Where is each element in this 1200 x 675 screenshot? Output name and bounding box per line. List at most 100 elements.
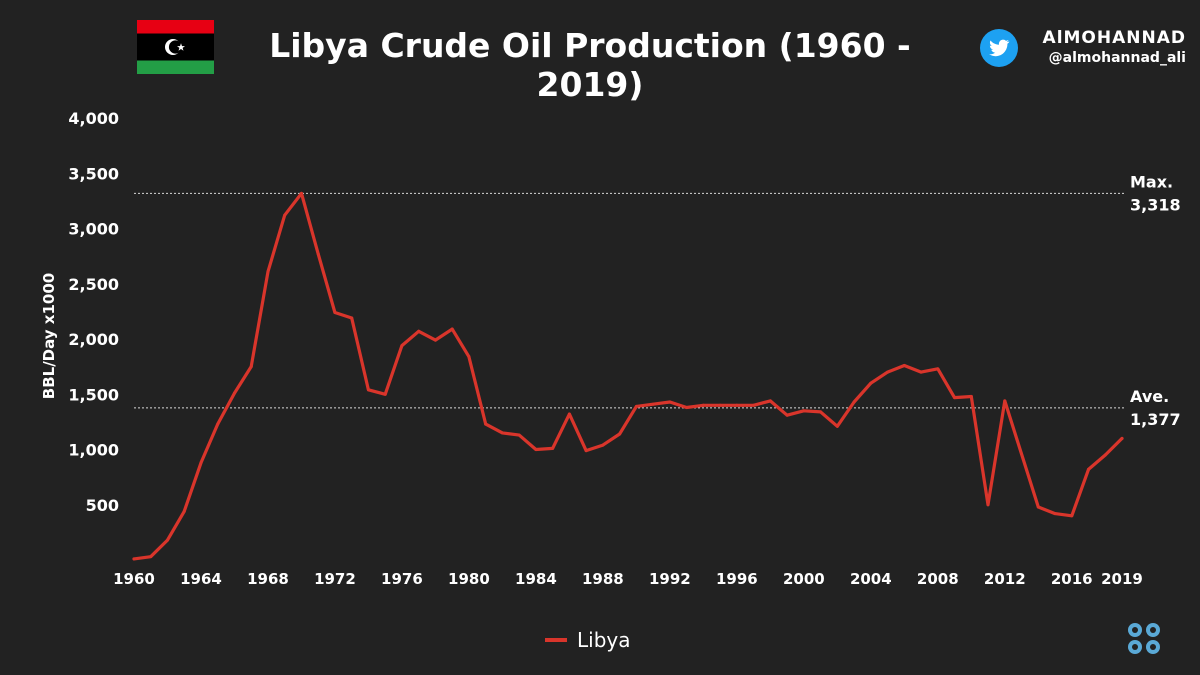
data-point [701, 403, 705, 407]
data-point [919, 370, 923, 374]
x-tick-label: 1992 [649, 570, 691, 588]
data-point [333, 310, 337, 314]
data-point [718, 403, 722, 407]
data-point [785, 413, 789, 417]
data-point [1020, 452, 1024, 456]
data-point [500, 431, 504, 435]
data-point [400, 344, 404, 348]
data-point [1103, 453, 1107, 457]
data-point [283, 213, 287, 217]
x-tick-label: 1984 [515, 570, 557, 588]
y-tick-label: 500 [86, 496, 119, 515]
data-point [802, 409, 806, 413]
data-point [165, 538, 169, 542]
data-point [835, 424, 839, 428]
data-point [266, 270, 270, 274]
data-point [182, 509, 186, 513]
annotation-label: Ave. [1130, 387, 1169, 406]
brand-block: AlMOHANNAD @almohannad_ali [1043, 28, 1186, 66]
x-tick-label: 2019 [1101, 570, 1143, 588]
data-point [869, 381, 873, 385]
y-axis-label: BBL/Day x1000 [40, 273, 58, 399]
series-line-libya [132, 191, 1124, 561]
data-point [768, 399, 772, 403]
data-point [551, 446, 555, 450]
data-point [433, 338, 437, 342]
twitter-icon[interactable] [980, 29, 1018, 67]
y-tick-label: 1,000 [68, 441, 119, 460]
chart-title: Libya Crude Oil Production (1960 - 2019) [269, 26, 911, 104]
data-point [199, 461, 203, 465]
annotation-value: 1,377 [1130, 410, 1181, 429]
data-point [886, 370, 890, 374]
legend-swatch-libya [545, 638, 567, 642]
data-point [819, 410, 823, 414]
data-point [584, 449, 588, 453]
data-point [567, 412, 571, 416]
data-point [752, 403, 756, 407]
x-tick-label: 1964 [180, 570, 222, 588]
data-point [249, 365, 253, 369]
annotation-label: Max. [1130, 172, 1173, 191]
legend-label-libya: Libya [577, 628, 631, 652]
data-point [350, 316, 354, 320]
x-tick-label: 1988 [582, 570, 624, 588]
data-point [467, 355, 471, 359]
y-tick-label: 4,000 [68, 109, 119, 128]
x-tick-label: 1972 [314, 570, 356, 588]
data-point [1087, 467, 1091, 471]
data-point [668, 400, 672, 404]
data-point [685, 406, 689, 410]
data-point [366, 388, 370, 392]
data-point [316, 252, 320, 256]
y-tick-label: 3,000 [68, 220, 119, 239]
data-point [735, 403, 739, 407]
data-point [969, 394, 973, 398]
x-tick-label: 2000 [783, 570, 825, 588]
libya-flag-icon [137, 20, 214, 74]
data-point [299, 191, 303, 195]
data-point [534, 448, 538, 451]
x-tick-label: 2008 [917, 570, 959, 588]
data-point [1036, 505, 1040, 509]
legend: Libya [545, 628, 631, 652]
y-tick-label: 2,500 [68, 275, 119, 294]
y-tick-label: 1,500 [68, 385, 119, 404]
data-point [618, 432, 622, 436]
brand-name: AlMOHANNAD [1042, 28, 1186, 48]
data-point [450, 327, 454, 331]
data-point [149, 555, 153, 559]
x-tick-label: 2004 [850, 570, 892, 588]
data-point [232, 391, 236, 395]
data-point [216, 422, 220, 426]
annotation-value: 3,318 [1130, 195, 1181, 214]
data-point [484, 422, 488, 426]
x-tick-label: 1976 [381, 570, 423, 588]
data-point [953, 396, 957, 400]
opec-logo-icon [1128, 623, 1160, 654]
x-tick-label: 2012 [984, 570, 1026, 588]
data-point [132, 557, 136, 561]
data-point [1120, 436, 1124, 440]
data-point [383, 392, 387, 396]
data-point [634, 404, 638, 408]
y-tick-label: 3,500 [68, 164, 119, 183]
data-point [1003, 399, 1007, 403]
data-point [601, 443, 605, 447]
data-point [517, 433, 521, 437]
data-point [417, 329, 421, 333]
data-point [1070, 514, 1074, 518]
x-tick-label: 2016 [1051, 570, 1093, 588]
x-tick-label: 1960 [113, 570, 155, 588]
data-point [651, 402, 655, 406]
x-tick-label: 1968 [247, 570, 289, 588]
data-point [986, 503, 990, 507]
data-point [1053, 512, 1057, 516]
data-point [902, 364, 906, 368]
y-tick-label: 2,000 [68, 330, 119, 349]
x-tick-label: 1996 [716, 570, 758, 588]
data-point [936, 367, 940, 371]
x-tick-label: 1980 [448, 570, 490, 588]
brand-handle[interactable]: @almohannad_ali [1048, 50, 1186, 66]
